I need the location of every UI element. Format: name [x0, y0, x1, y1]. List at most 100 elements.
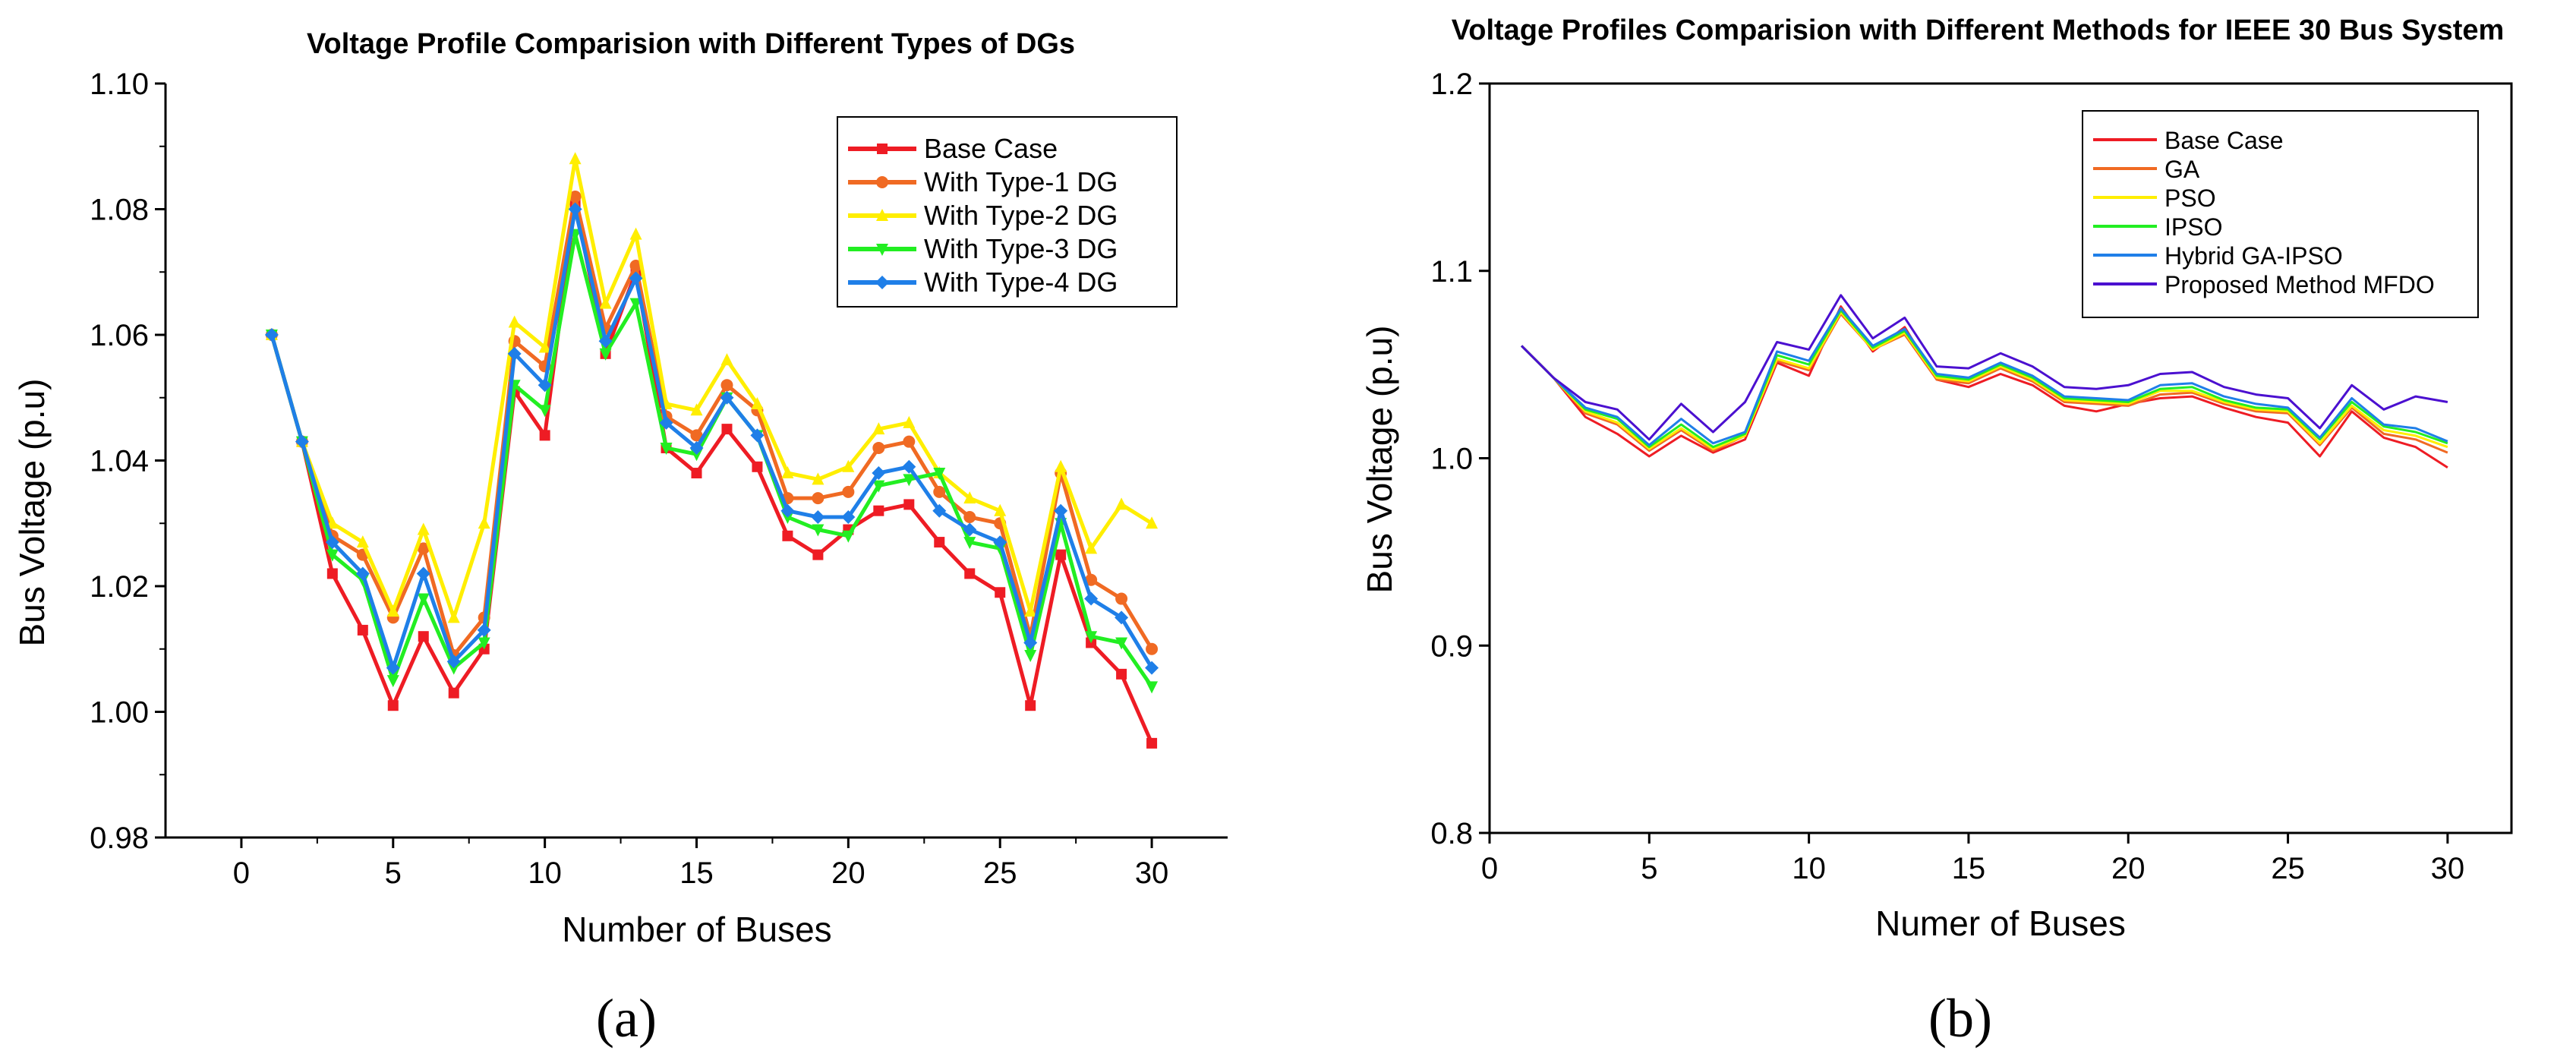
chart-a: Voltage Profile Comparision with Differe… [12, 28, 1228, 1049]
chart-b: Voltage Profiles Comparision with Differ… [1360, 14, 2513, 1049]
chart-a-point-with-type-4-dg [689, 440, 704, 455]
chart-a-point-with-type-3-dg [963, 537, 976, 550]
chart-a-point-with-type-3-dg [812, 524, 825, 537]
chart-a-point-with-type-3-dg [386, 675, 399, 688]
chart-a-xtick-label: 15 [679, 856, 714, 890]
chart-a-legend-marker-with-type-2-dg [876, 209, 888, 221]
chart-b-ylabel: Bus Voltage (p.u) [1360, 326, 1399, 594]
chart-a-legend-label-with-type-2-dg: With Type-2 DG [924, 200, 1118, 231]
chart-a-point-with-type-2-dg [569, 152, 582, 165]
chart-a-point-with-type-1-dg [872, 441, 885, 454]
chart-a-xlabel: Number of Buses [562, 910, 831, 949]
chart-a-point-with-type-2-dg [326, 516, 339, 529]
chart-a-point-with-type-3-dg [872, 480, 885, 493]
chart-a-point-with-type-1-dg [629, 259, 642, 272]
chart-a-point-with-type-4-dg [932, 503, 947, 518]
chart-b-xtick-label: 10 [1792, 852, 1826, 885]
chart-a-point-with-type-2-dg [781, 466, 794, 479]
chart-a-axes: 0 5 10 15 20 25 30 0.98 1.00 1.02 1.04 1.06 1.08 1.10 [90, 68, 1228, 890]
chart-a-point-with-type-2-dg [1146, 516, 1159, 529]
chart-a-line-with-type-4-dg [270, 207, 1154, 670]
chart-a-point-with-type-4-dg [629, 271, 643, 285]
chart-a-xtick-label: 10 [528, 856, 562, 890]
chart-b-title: Voltage Profiles Comparision with Differ… [1452, 14, 2505, 46]
chart-a-point-with-type-4-dg [780, 503, 795, 518]
chart-a-point-with-type-4-dg [902, 459, 916, 474]
chart-a-legend-label-with-type-3-dg: With Type-3 DG [924, 233, 1118, 264]
chart-a-point-with-type-2-dg [538, 340, 551, 353]
chart-b-line-ga [1521, 313, 2448, 454]
chart-a-point-with-type-3-dg [781, 511, 794, 524]
chart-a-point-base-case [1116, 668, 1127, 680]
chart-b-ytick-label: 1.2 [1430, 68, 1473, 101]
chart-a-point-with-type-4-dg [538, 378, 552, 393]
chart-a-point-with-type-2-dg [903, 415, 916, 428]
chart-a-point-with-type-4-dg [568, 202, 582, 216]
chart-a-point-base-case [1025, 700, 1036, 711]
chart-a-point-with-type-4-dg [1145, 661, 1159, 675]
chart-a-point-with-type-4-dg [841, 509, 856, 524]
chart-a-legend-marker-with-type-3-dg [876, 244, 888, 256]
chart-b-xtick-label: 20 [2111, 852, 2146, 885]
chart-a-point-base-case [752, 461, 763, 472]
chart-a-point-with-type-1-dg [933, 485, 946, 498]
chart-a-xtick-label: 25 [983, 856, 1017, 890]
chart-a-legend-marker-base-case [877, 144, 888, 154]
chart-a-legend-marker-with-type-4-dg [875, 276, 889, 289]
chart-b-xtick-label: 0 [1481, 852, 1498, 885]
chart-b-series-group [1521, 294, 2448, 469]
chart-a-point-with-type-4-dg [1115, 610, 1129, 625]
chart-b-legend-label-base-case: Base Case [2165, 127, 2284, 154]
chart-a-point-with-type-2-dg [1085, 541, 1098, 554]
chart-a-xtick-label: 30 [1135, 856, 1169, 890]
chart-a-point-with-type-2-dg [720, 353, 733, 366]
chart-a-point-with-type-4-dg [477, 623, 491, 637]
chart-a-legend-label-with-type-4-dg: With Type-4 DG [924, 267, 1118, 298]
chart-a-point-with-type-2-dg [812, 472, 825, 485]
chart-a-point-base-case [812, 549, 824, 560]
chart-a-point-with-type-2-dg [386, 604, 399, 617]
chart-a-point-with-type-2-dg [1024, 604, 1037, 617]
chart-b-xtick-label: 30 [2431, 852, 2465, 885]
chart-a-point-with-type-2-dg [478, 516, 490, 529]
chart-a-line-with-type-2-dg [270, 156, 1153, 620]
chart-a-point-with-type-3-dg [1146, 681, 1159, 694]
chart-a-point-base-case [691, 468, 702, 479]
chart-a-point-with-type-4-dg [507, 346, 522, 361]
chart-a-point-with-type-2-dg [751, 397, 764, 410]
chart-a-point-base-case [873, 505, 884, 516]
chart-a-point-with-type-1-dg [903, 435, 916, 448]
chart-a-point-base-case [995, 587, 1006, 598]
chart-a-point-base-case [326, 568, 338, 579]
chart-b-ytick-label: 0.8 [1430, 817, 1473, 850]
chart-a-ytick-label: 1.04 [90, 445, 149, 478]
chart-a-point-with-type-4-dg [598, 334, 613, 349]
chart-b-xlabel: Numer of Buses [1875, 904, 2126, 943]
chart-a-point-with-type-4-dg [811, 509, 825, 524]
chart-a-point-base-case [1146, 737, 1158, 749]
chart-a-point-with-type-4-dg [963, 522, 977, 537]
chart-a-point-base-case [448, 687, 459, 699]
chart-a-point-with-type-4-dg [325, 535, 339, 550]
chart-a-legend-label-base-case: Base Case [924, 133, 1058, 164]
chart-a-point-base-case [964, 568, 976, 579]
panel-label-a: (a) [596, 988, 657, 1049]
chart-a-ytick-label: 1.06 [90, 319, 149, 352]
chart-a-point-with-type-1-dg [1146, 642, 1159, 655]
chart-b-ytick-label: 1.0 [1430, 443, 1473, 476]
chart-b-legend-label-ipso: IPSO [2165, 213, 2222, 241]
chart-a-point-with-type-3-dg [903, 474, 916, 487]
chart-a-point-with-type-4-dg [1054, 503, 1068, 518]
chart-b-legend-label-proposed-method-mfdo: Proposed Method MFDO [2165, 271, 2435, 298]
chart-a-point-with-type-4-dg [1084, 591, 1099, 606]
chart-a-point-base-case [1055, 549, 1067, 560]
chart-a-point-with-type-3-dg [599, 348, 612, 361]
chart-b-line-proposed-method-mfdo [1521, 294, 2448, 441]
chart-b-line-ipso [1521, 309, 2448, 449]
chart-a-xtick-label: 0 [233, 856, 250, 890]
chart-a-ytick-label: 1.10 [90, 68, 149, 101]
chart-a-point-with-type-4-dg [659, 415, 673, 430]
chart-a-point-with-type-3-dg [933, 468, 946, 481]
chart-a-line-base-case [270, 200, 1154, 744]
chart-a-legend-marker-with-type-1-dg [876, 176, 888, 188]
